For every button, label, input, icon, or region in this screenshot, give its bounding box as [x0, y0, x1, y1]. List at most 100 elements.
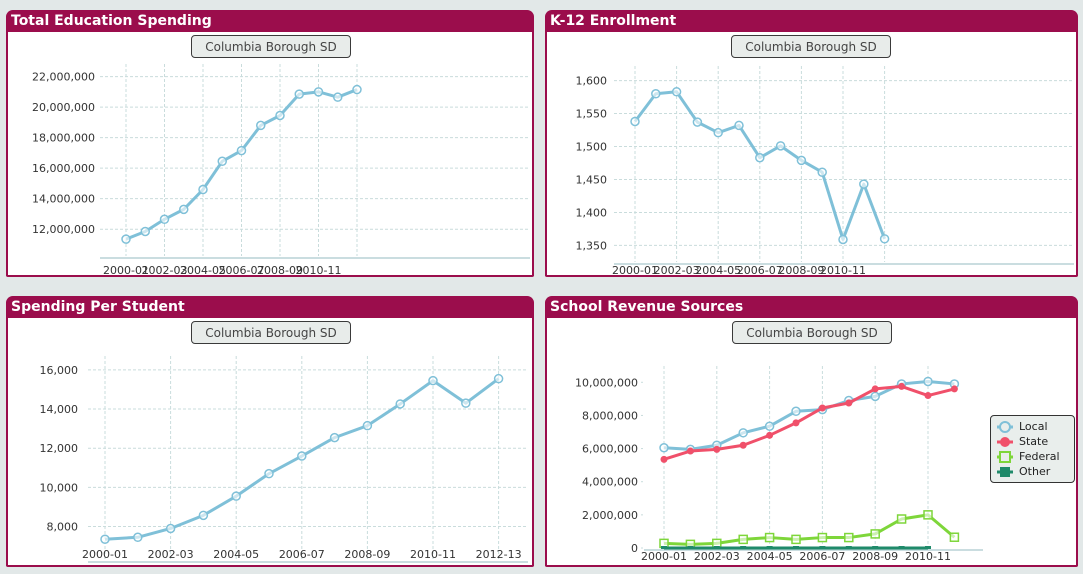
data-point-spending-per-student [395, 399, 405, 409]
data-point-state [845, 399, 853, 407]
data-point-spending-per-student [329, 432, 340, 443]
data-point-total-education-spending [313, 87, 324, 97]
x-tick-label: 2012-13 [476, 548, 522, 561]
x-tick-label: 2004-05 [180, 264, 226, 277]
panel-title: Spending Per Student [6, 296, 534, 318]
data-point-total-education-spending [159, 214, 170, 225]
data-point-other [925, 546, 931, 549]
y-tick-label: 1,550 [576, 108, 608, 121]
data-point-spending-per-student [461, 398, 471, 408]
x-tick-label: 2000-01 [612, 264, 658, 277]
x-tick-label: 2004-05 [695, 264, 741, 277]
y-tick-label: 2,000,000 [582, 509, 638, 522]
data-point-total-education-spending [179, 204, 189, 215]
data-point-k-12-enrollment [817, 167, 827, 177]
legend-item-state[interactable]: State [997, 434, 1068, 449]
y-tick-label: 8,000 [47, 521, 79, 534]
data-point-k-12-enrollment [879, 234, 890, 244]
data-point-k-12-enrollment [838, 234, 848, 245]
panel-title: K-12 Enrollment [545, 10, 1078, 32]
data-point-other [845, 546, 852, 549]
district-selector-button[interactable]: Columbia Borough SD [191, 321, 351, 344]
per-student-chart: 8,000 10,000 12,000 14,000 16,000 2000-01 2002… [40, 356, 528, 563]
legend-item-federal[interactable]: Federal [997, 449, 1068, 464]
data-point-state [898, 382, 906, 390]
data-point-spending-per-student [231, 491, 241, 501]
x-tick-label: 2010-11 [820, 264, 866, 277]
data-point-state [739, 441, 747, 449]
data-point-spending-per-student [493, 373, 504, 384]
data-point-federal [844, 532, 854, 543]
x-tick-label: 2008-09 [778, 264, 824, 277]
data-point-federal [923, 510, 933, 520]
data-point-other [740, 546, 747, 549]
x-tick-label: 2002-03 [694, 550, 740, 563]
x-tick-label: 2002-03 [148, 548, 194, 561]
district-selector-button[interactable]: Columbia Borough SD [732, 321, 892, 344]
y-tick-label: 12,000,000 [32, 223, 95, 236]
data-point-state [660, 455, 668, 463]
panel-spending-per-student: Spending Per Student Columbia Borough SD… [6, 296, 534, 567]
revenue-sources-chart: 0 2,000,000 4,000,000 6,000,000 8,000,000 10,… [575, 366, 983, 563]
data-point-spending-per-student [133, 532, 143, 543]
x-tick-label: 2006-07 [219, 264, 265, 277]
chart-legend: Local State Federal Other [990, 415, 1075, 483]
legend-label: Federal [1019, 450, 1060, 463]
x-tick-label: 2008-09 [852, 550, 898, 563]
series-line-federal [663, 513, 956, 546]
district-selector-button[interactable]: Columbia Borough SD [191, 35, 351, 58]
panel-title: School Revenue Sources [545, 296, 1078, 318]
panel-school-revenue-sources: School Revenue Sources Columbia Borough … [545, 296, 1078, 567]
y-tick-label: 10,000,000 [575, 376, 638, 389]
data-point-federal [949, 532, 960, 542]
data-point-state [950, 385, 958, 393]
x-tick-label: 2010-11 [296, 264, 342, 277]
data-point-k-12-enrollment [755, 152, 765, 163]
y-tick-label: 14,000,000 [32, 193, 95, 206]
data-point-k-12-enrollment [775, 141, 786, 151]
data-point-federal [764, 532, 775, 543]
data-point-federal [896, 514, 907, 524]
panel-k12-enrollment: K-12 Enrollment Columbia Borough SD 1,35… [545, 10, 1078, 277]
x-tick-label: 2004-05 [213, 548, 259, 561]
data-point-local [791, 406, 801, 417]
district-selector-button[interactable]: Columbia Borough SD [731, 35, 891, 58]
data-point-federal [817, 532, 828, 543]
legend-item-other[interactable]: Other [997, 464, 1068, 479]
data-point-state [792, 419, 800, 427]
other-marker-icon [997, 466, 1013, 477]
y-tick-label: 1,450 [576, 173, 608, 186]
data-point-total-education-spending [333, 92, 343, 102]
data-point-state [818, 404, 826, 412]
state-marker-icon [997, 436, 1013, 447]
data-point-total-education-spending [217, 156, 227, 167]
x-tick-label: 2010-11 [410, 548, 456, 561]
x-tick-label: 2000-01 [641, 550, 687, 563]
y-tick-label: 12,000 [40, 442, 79, 455]
x-tick-label: 2010-11 [905, 550, 951, 563]
data-point-k-12-enrollment [734, 120, 744, 131]
total-spending-chart: 12,000,000 14,000,000 16,000,000 18,000,000… [32, 64, 530, 277]
data-point-total-education-spending [256, 120, 266, 131]
data-point-k-12-enrollment [651, 89, 661, 99]
data-point-spending-per-student [362, 420, 373, 431]
data-point-other [819, 546, 826, 549]
legend-item-local[interactable]: Local [997, 419, 1068, 434]
data-point-federal [870, 529, 880, 539]
federal-marker-icon [997, 450, 1013, 463]
y-tick-label: 16,000,000 [32, 162, 95, 175]
data-point-k-12-enrollment [859, 179, 869, 189]
data-point-local [870, 391, 880, 402]
data-point-spending-per-student [165, 523, 176, 534]
y-tick-label: 18,000,000 [32, 132, 95, 145]
y-tick-label: 16,000 [40, 364, 79, 377]
data-point-local [764, 421, 775, 431]
local-marker-icon [997, 420, 1013, 433]
data-point-other [661, 546, 667, 549]
panel-total-education-spending: Total Education Spending Columbia Boroug… [6, 10, 534, 277]
data-point-other [713, 546, 720, 549]
data-point-k-12-enrollment [796, 155, 807, 166]
data-point-spending-per-student [198, 510, 209, 521]
data-point-total-education-spending [121, 234, 131, 244]
data-point-federal [738, 534, 748, 545]
